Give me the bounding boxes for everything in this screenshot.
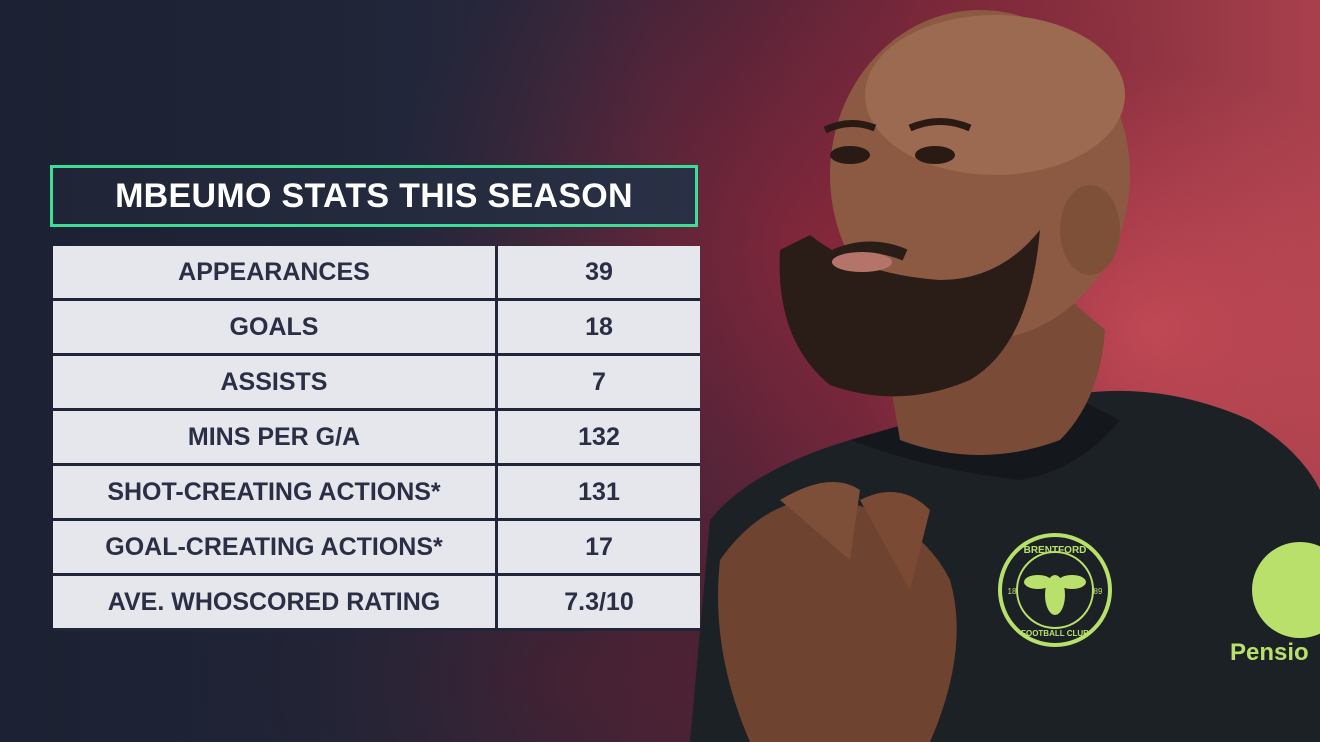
stat-label: GOALS bbox=[53, 299, 498, 356]
stat-label: AVE. WHOSCORED RATING bbox=[53, 574, 498, 631]
stat-label: SHOT-CREATING ACTIONS* bbox=[53, 464, 498, 521]
stats-table: APPEARANCES 39 GOALS 18 ASSISTS 7 MINS P… bbox=[53, 246, 700, 631]
club-badge: BRENTFORD FOOTBALL CLUB 18 89 bbox=[998, 533, 1112, 647]
table-row: ASSISTS 7 bbox=[53, 354, 700, 411]
table-row: GOAL-CREATING ACTIONS* 17 bbox=[53, 519, 700, 576]
table-row: APPEARANCES 39 bbox=[53, 246, 700, 301]
player-photo: BRENTFORD FOOTBALL CLUB 18 89 Pensio bbox=[690, 10, 1320, 742]
stat-value: 131 bbox=[496, 464, 700, 521]
title-banner: MBEUMO STATS THIS SEASON bbox=[50, 165, 698, 227]
table-row: AVE. WHOSCORED RATING 7.3/10 bbox=[53, 574, 700, 631]
badge-year-right: 89 bbox=[1094, 587, 1103, 596]
stat-value: 132 bbox=[496, 409, 700, 466]
stat-label: ASSISTS bbox=[53, 354, 498, 411]
stat-value: 7.3/10 bbox=[496, 574, 700, 631]
table-row: MINS PER G/A 132 bbox=[53, 409, 700, 466]
stat-value: 39 bbox=[496, 246, 700, 301]
badge-year-left: 18 bbox=[1008, 587, 1017, 596]
page-title: MBEUMO STATS THIS SEASON bbox=[115, 176, 633, 215]
stat-value: 17 bbox=[496, 519, 700, 576]
sponsor-text: Pensio bbox=[1230, 639, 1309, 666]
stat-value: 7 bbox=[496, 354, 700, 411]
badge-top-text: BRENTFORD bbox=[1024, 545, 1087, 556]
stat-value: 18 bbox=[496, 299, 700, 356]
stat-label: MINS PER G/A bbox=[53, 409, 498, 466]
stat-label: GOAL-CREATING ACTIONS* bbox=[53, 519, 498, 576]
sponsor-logo: Pensio bbox=[1230, 542, 1320, 666]
badge-bottom-text: FOOTBALL CLUB bbox=[1021, 629, 1089, 638]
table-row: GOALS 18 bbox=[53, 299, 700, 356]
table-row: SHOT-CREATING ACTIONS* 131 bbox=[53, 464, 700, 521]
stat-label: APPEARANCES bbox=[53, 246, 498, 301]
